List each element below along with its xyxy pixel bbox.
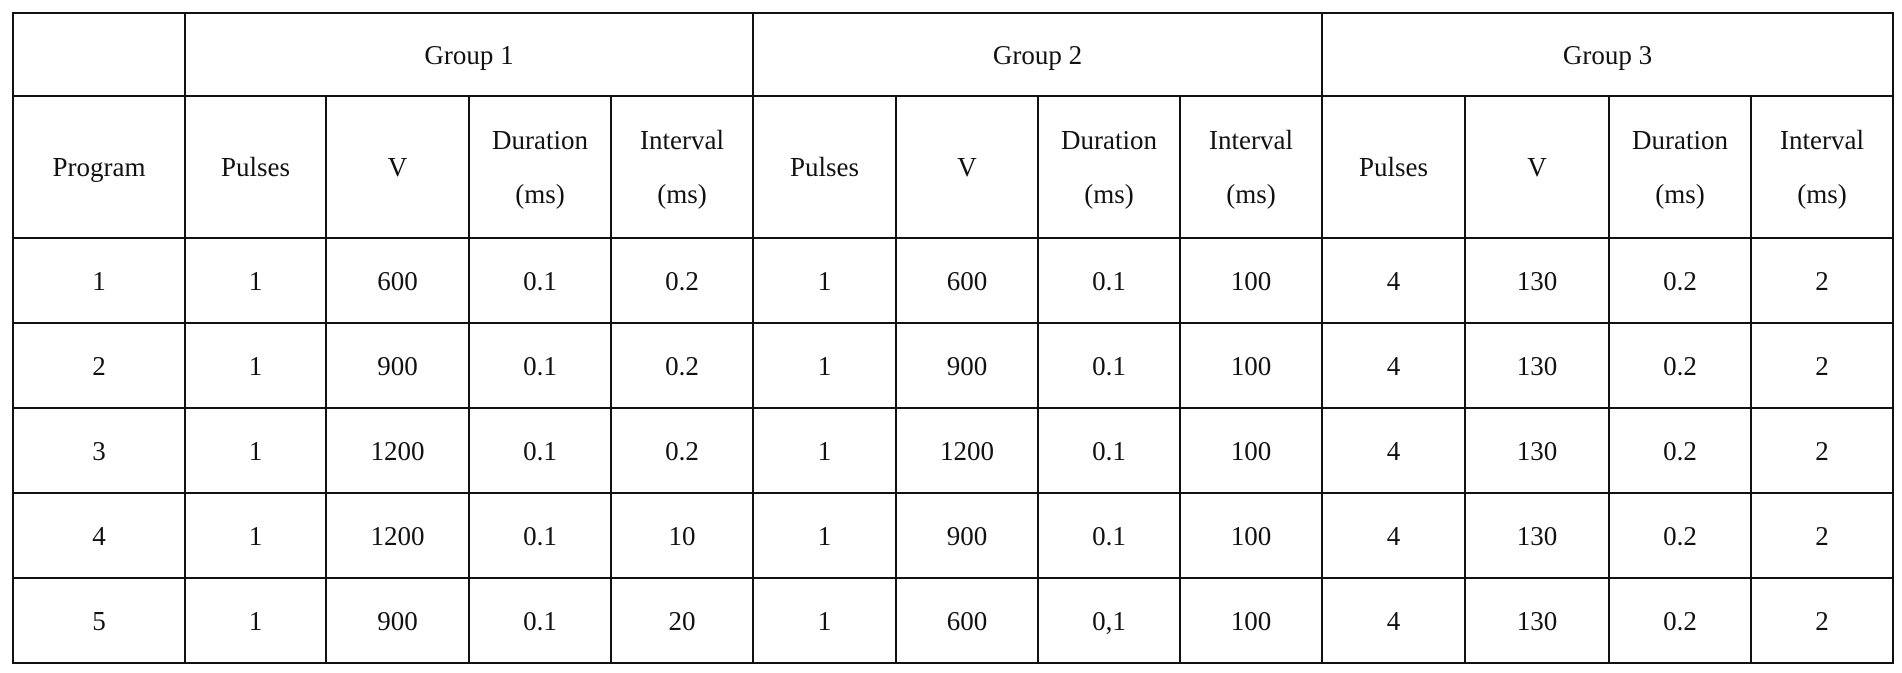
data-cell: 130 [1465, 578, 1609, 663]
data-cell: 600 [896, 578, 1038, 663]
data-cell: 2 [13, 323, 185, 408]
column-header: Pulses [185, 96, 326, 238]
data-cell: 1 [185, 493, 326, 578]
data-cell: 1 [753, 323, 896, 408]
data-row: 3112000.10.2112000.110041300.22 [13, 408, 1893, 493]
data-cell: 130 [1465, 238, 1609, 323]
data-cell: 0.1 [469, 578, 611, 663]
data-cell: 900 [326, 323, 469, 408]
column-header: V [1465, 96, 1609, 238]
data-cell: 4 [1322, 238, 1465, 323]
data-row: 4112000.11019000.110041300.22 [13, 493, 1893, 578]
data-cell: 2 [1751, 578, 1893, 663]
data-cell: 900 [896, 493, 1038, 578]
data-cell: 0.1 [469, 408, 611, 493]
data-cell: 1 [753, 408, 896, 493]
data-cell: 0.1 [1038, 408, 1180, 493]
data-cell: 3 [13, 408, 185, 493]
data-cell: 4 [1322, 578, 1465, 663]
data-cell: 600 [326, 238, 469, 323]
data-cell: 4 [1322, 323, 1465, 408]
data-cell: 5 [13, 578, 185, 663]
data-cell: 0.2 [611, 408, 753, 493]
data-cell: 0.2 [1609, 238, 1751, 323]
data-cell: 10 [611, 493, 753, 578]
data-cell: 0.2 [611, 323, 753, 408]
data-cell: 1 [13, 238, 185, 323]
data-row: 219000.10.219000.110041300.22 [13, 323, 1893, 408]
column-header: Pulses [1322, 96, 1465, 238]
data-cell: 20 [611, 578, 753, 663]
data-cell: 0.1 [1038, 238, 1180, 323]
data-cell: 130 [1465, 408, 1609, 493]
data-cell: 100 [1180, 408, 1322, 493]
data-cell: 1 [185, 323, 326, 408]
data-cell: 4 [1322, 493, 1465, 578]
data-cell: 0.2 [1609, 323, 1751, 408]
data-cell: 1200 [896, 408, 1038, 493]
data-cell: 0,1 [1038, 578, 1180, 663]
data-cell: 0.1 [1038, 323, 1180, 408]
data-cell: 4 [13, 493, 185, 578]
column-header: Duration (ms) [1038, 96, 1180, 238]
data-row: 116000.10.216000.110041300.22 [13, 238, 1893, 323]
data-cell: 1200 [326, 408, 469, 493]
data-cell: 1 [185, 238, 326, 323]
data-cell: 600 [896, 238, 1038, 323]
data-cell: 2 [1751, 323, 1893, 408]
program-table: Group 1Group 2Group 3ProgramPulsesVDurat… [12, 12, 1894, 664]
corner-cell [13, 13, 185, 96]
column-header: Duration (ms) [1609, 96, 1751, 238]
column-header: Interval (ms) [1751, 96, 1893, 238]
data-cell: 0.2 [1609, 408, 1751, 493]
data-cell: 0.2 [1609, 578, 1751, 663]
group-header: Group 1 [185, 13, 753, 96]
column-header: Duration (ms) [469, 96, 611, 238]
group-header: Group 2 [753, 13, 1322, 96]
data-cell: 100 [1180, 578, 1322, 663]
column-header-row: ProgramPulsesVDuration (ms)Interval (ms)… [13, 96, 1893, 238]
data-cell: 1 [185, 408, 326, 493]
data-cell: 1 [185, 578, 326, 663]
data-cell: 900 [326, 578, 469, 663]
column-header: Program [13, 96, 185, 238]
column-header: Pulses [753, 96, 896, 238]
data-cell: 0.2 [611, 238, 753, 323]
column-header: Interval (ms) [611, 96, 753, 238]
data-cell: 0.1 [469, 238, 611, 323]
data-cell: 0.1 [1038, 493, 1180, 578]
data-cell: 100 [1180, 238, 1322, 323]
column-header: V [896, 96, 1038, 238]
data-cell: 2 [1751, 238, 1893, 323]
data-cell: 4 [1322, 408, 1465, 493]
column-header: Interval (ms) [1180, 96, 1322, 238]
data-cell: 1 [753, 238, 896, 323]
data-cell: 2 [1751, 493, 1893, 578]
page: Group 1Group 2Group 3ProgramPulsesVDurat… [0, 0, 1902, 673]
data-cell: 2 [1751, 408, 1893, 493]
data-cell: 1200 [326, 493, 469, 578]
data-cell: 100 [1180, 323, 1322, 408]
data-cell: 0.2 [1609, 493, 1751, 578]
data-cell: 1 [753, 493, 896, 578]
data-cell: 130 [1465, 493, 1609, 578]
data-cell: 1 [753, 578, 896, 663]
data-cell: 0.1 [469, 323, 611, 408]
column-header: V [326, 96, 469, 238]
data-row: 519000.12016000,110041300.22 [13, 578, 1893, 663]
data-cell: 900 [896, 323, 1038, 408]
data-cell: 0.1 [469, 493, 611, 578]
group-header: Group 3 [1322, 13, 1893, 96]
group-header-row: Group 1Group 2Group 3 [13, 13, 1893, 96]
data-cell: 130 [1465, 323, 1609, 408]
data-cell: 100 [1180, 493, 1322, 578]
